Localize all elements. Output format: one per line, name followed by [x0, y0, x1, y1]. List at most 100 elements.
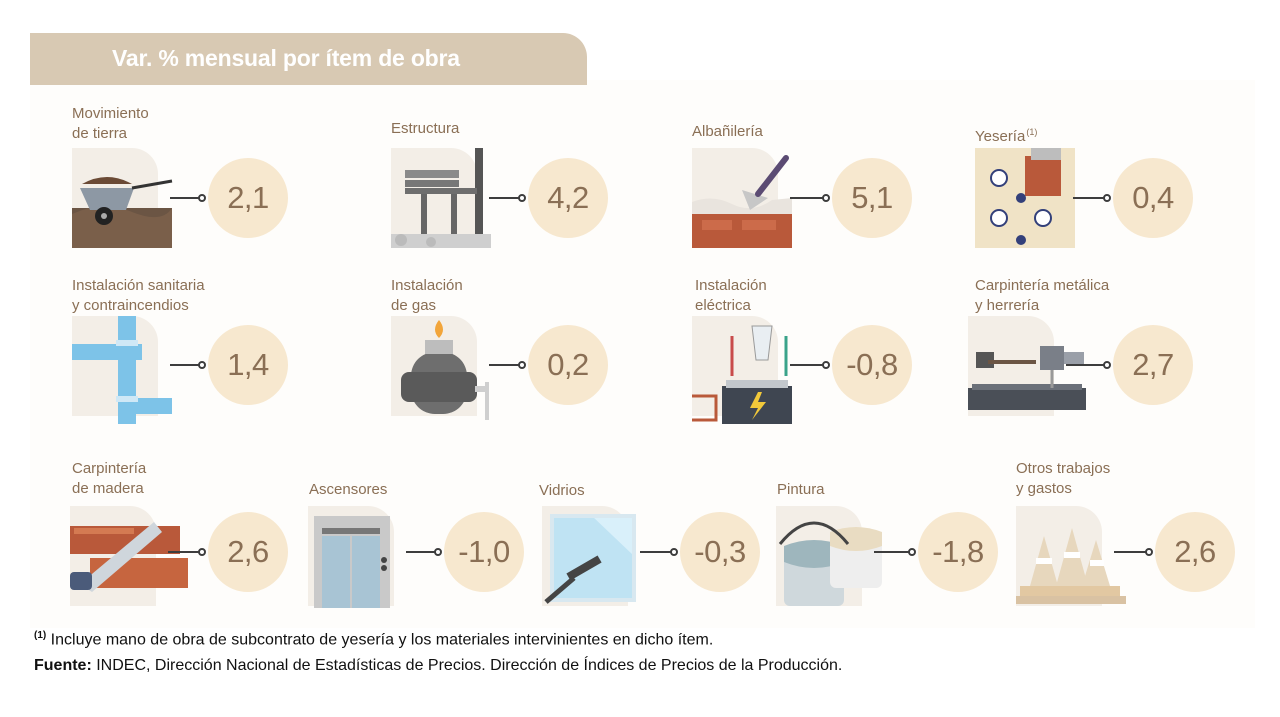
- value-circle: -0,8: [832, 325, 912, 405]
- connector-dot: [670, 548, 678, 556]
- item-label: Ascensores: [309, 480, 387, 500]
- connector-line: [874, 551, 912, 553]
- item-label-line2: eléctrica: [695, 297, 751, 314]
- item-label-line1: Yesería: [975, 128, 1026, 145]
- chart-title: Var. % mensual por ítem de obra: [112, 45, 460, 71]
- item-label-line1: Pintura: [777, 481, 825, 498]
- connector-line: [1066, 364, 1107, 366]
- item-label-line2: y gastos: [1016, 480, 1072, 497]
- item-label-line1: Carpintería metálica: [975, 277, 1110, 294]
- item-icon-area: [975, 148, 1093, 256]
- value-label: 2,1: [227, 180, 269, 215]
- value-circle: -0,3: [680, 512, 760, 592]
- footnote-marker: (1): [34, 630, 47, 641]
- value-label: 0,2: [547, 347, 589, 382]
- value-label: -0,3: [694, 534, 746, 569]
- connector-line: [170, 197, 202, 199]
- footnote: (1) Incluye mano de obra de subcontrato …: [34, 630, 713, 649]
- value-circle: 5,1: [832, 158, 912, 238]
- item-label: Instalación eléctrica: [695, 276, 767, 316]
- item-icon-area: [391, 316, 509, 424]
- item-label-line1: Estructura: [391, 120, 460, 137]
- item-label: Pintura: [777, 480, 825, 500]
- connector-dot: [822, 361, 830, 369]
- connector-line: [489, 197, 522, 199]
- connector-line: [168, 551, 202, 553]
- connector-dot: [434, 548, 442, 556]
- item-icon-area: [308, 506, 426, 614]
- connector-dot: [198, 361, 206, 369]
- connector-dot: [198, 548, 206, 556]
- item-label-line1: Vidrios: [539, 482, 585, 499]
- value-label: 2,6: [227, 534, 269, 569]
- value-label: 0,4: [1132, 180, 1174, 215]
- item-label-line2: de madera: [72, 480, 144, 497]
- value-circle: 2,7: [1113, 325, 1193, 405]
- item-label: Instalación sanitaria y contraincendios: [72, 276, 205, 316]
- connector-dot: [822, 194, 830, 202]
- item-label-line2: de gas: [391, 297, 437, 314]
- item-label-line2: y contraincendios: [72, 297, 189, 314]
- footnote-text: Incluye mano de obra de subcontrato de y…: [46, 631, 714, 649]
- connector-line: [1114, 551, 1149, 553]
- item-label: Estructura: [391, 119, 459, 139]
- connector-dot: [518, 361, 526, 369]
- item-label: Carpintería metálica y herrería: [975, 276, 1109, 316]
- item-label-line1: Ascensores: [309, 481, 388, 498]
- item-label-line1: Movimiento: [72, 105, 149, 122]
- item-label-line1: Otros trabajos: [1016, 460, 1111, 477]
- item-icon-area: [776, 506, 894, 614]
- item-label: Movimiento de tierra: [72, 104, 149, 144]
- item-label-line1: Instalación: [695, 277, 767, 294]
- item-footnote-marker: (1): [1026, 127, 1038, 137]
- connector-line: [790, 364, 826, 366]
- connector-line: [170, 364, 202, 366]
- value-circle: -1,0: [444, 512, 524, 592]
- connector-line: [640, 551, 674, 553]
- item-label: Vidrios: [539, 481, 585, 501]
- item-label-line1: Albañilería: [692, 123, 763, 140]
- connector-line: [1073, 197, 1107, 199]
- item-label: Instalación de gas: [391, 276, 463, 316]
- item-label: Carpintería de madera: [72, 459, 146, 499]
- icon-background: [391, 148, 477, 248]
- connector-dot: [1103, 194, 1111, 202]
- value-circle: -1,8: [918, 512, 998, 592]
- connector-line: [790, 197, 826, 199]
- value-label: 2,7: [1132, 347, 1174, 382]
- item-icon-area: [391, 148, 509, 256]
- connector-dot: [518, 194, 526, 202]
- item-icon-area: [72, 148, 190, 256]
- value-circle: 0,2: [528, 325, 608, 405]
- value-label: -1,0: [458, 534, 510, 569]
- value-label: 1,4: [227, 347, 269, 382]
- title-bar: Var. % mensual por ítem de obra: [30, 33, 587, 85]
- value-label: 2,6: [1174, 534, 1216, 569]
- item-icon-area: [968, 316, 1086, 424]
- item-icon-area: [1016, 506, 1134, 614]
- connector-line: [489, 364, 522, 366]
- value-circle: 2,1: [208, 158, 288, 238]
- connector-line: [406, 551, 438, 553]
- value-circle: 2,6: [208, 512, 288, 592]
- value-label: 4,2: [547, 180, 589, 215]
- source-note: Fuente: INDEC, Dirección Nacional de Est…: [34, 657, 842, 675]
- value-circle: 1,4: [208, 325, 288, 405]
- connector-dot: [198, 194, 206, 202]
- item-icon-area: [692, 148, 810, 256]
- value-circle: 0,4: [1113, 158, 1193, 238]
- source-text: INDEC, Dirección Nacional de Estadística…: [91, 657, 843, 674]
- item-label-line2: y herrería: [975, 297, 1040, 314]
- item-label: Yesería(1): [975, 122, 1037, 147]
- connector-dot: [908, 548, 916, 556]
- connector-dot: [1103, 361, 1111, 369]
- item-icon-area: [70, 506, 188, 614]
- connector-dot: [1145, 548, 1153, 556]
- item-label-line1: Instalación sanitaria: [72, 277, 205, 294]
- item-label: Otros trabajos y gastos: [1016, 459, 1110, 499]
- value-circle: 2,6: [1155, 512, 1235, 592]
- item-icon-area: [542, 506, 660, 614]
- value-label: -1,8: [932, 534, 984, 569]
- item-icon-area: [692, 316, 810, 424]
- value-circle: 4,2: [528, 158, 608, 238]
